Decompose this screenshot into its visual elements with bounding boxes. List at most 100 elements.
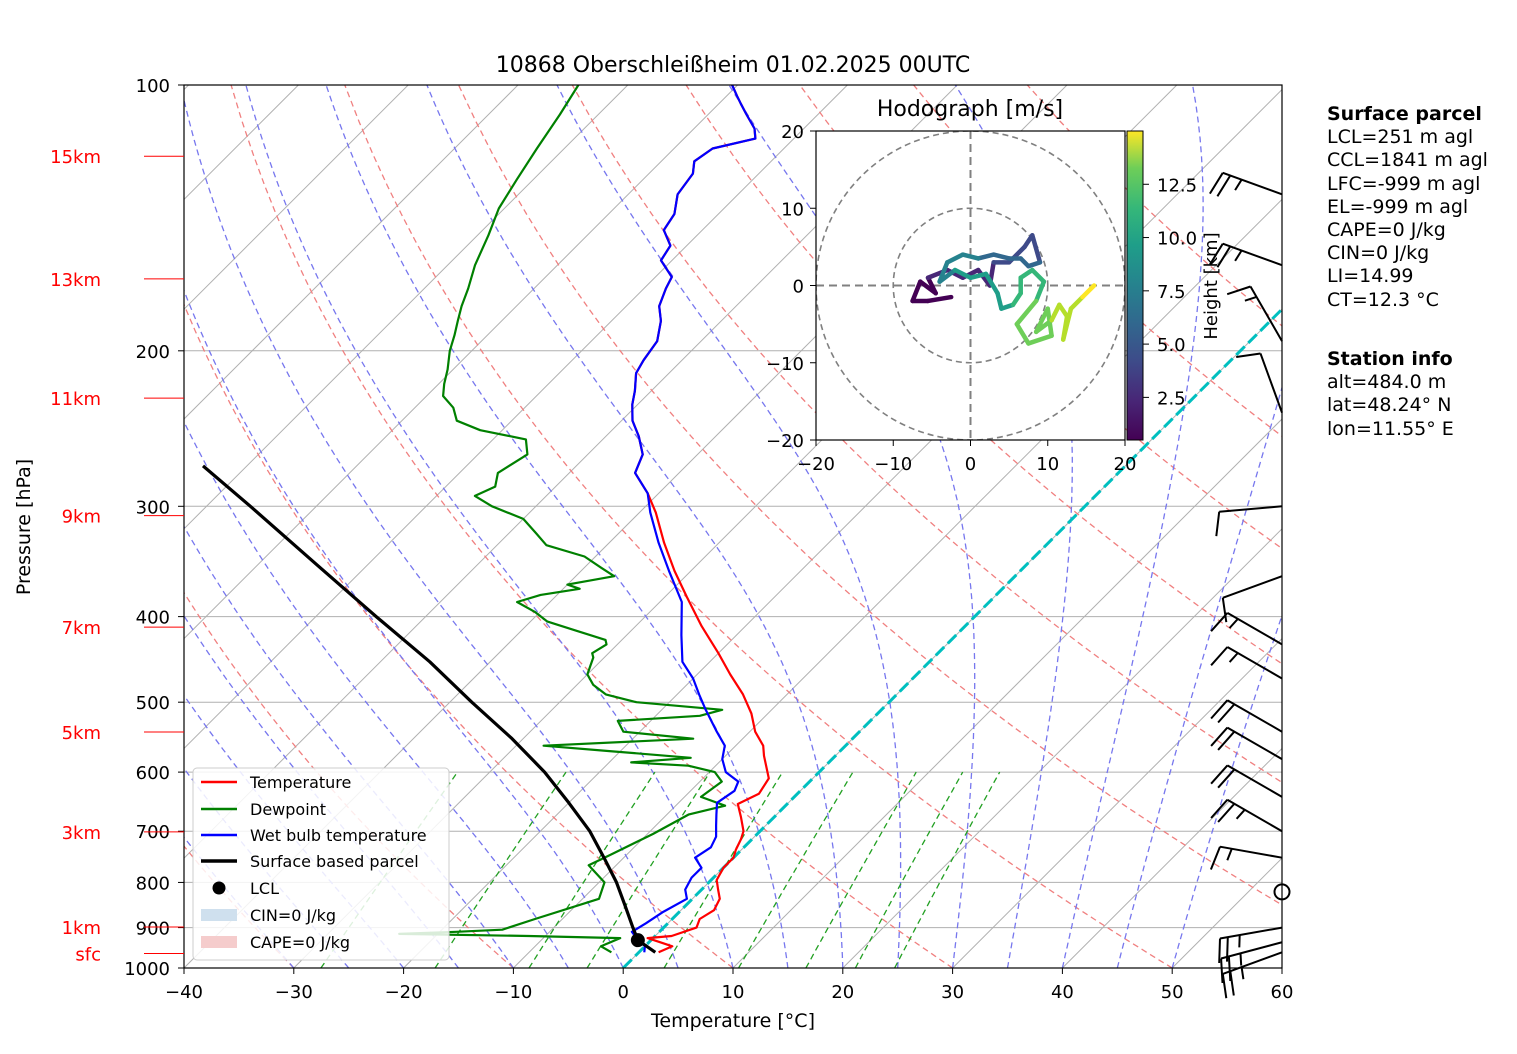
hodograph-x-tick-label: −10 <box>874 454 912 475</box>
moist-adiabat-line <box>1116 385 1282 968</box>
surface-parcel-panel: Surface parcel LCL=251 m agl CCL=1841 m … <box>1327 103 1488 312</box>
legend-swatch-cape <box>201 936 237 948</box>
hodograph-x-tick-label: 20 <box>1114 454 1137 475</box>
legend-label-dewpoint: Dewpoint <box>250 800 326 819</box>
y-tick-label: 200 <box>136 342 170 363</box>
colorbar <box>1126 130 1144 441</box>
hodograph-segment <box>968 271 989 281</box>
hodograph-segment <box>1060 306 1074 342</box>
dry-adiabat-line <box>230 85 953 968</box>
hodograph-segment <box>991 252 1012 261</box>
hodograph-segment <box>983 271 1000 296</box>
moist-adiabat-line <box>325 85 789 968</box>
wetbulb-profile <box>630 85 757 953</box>
x-tick-label: 40 <box>1051 982 1074 1003</box>
hodograph-segment <box>937 267 958 284</box>
hodograph-segment <box>1014 298 1039 327</box>
hodograph-y-tick-label: 10 <box>781 199 804 220</box>
x-tick-label: −30 <box>275 982 313 1003</box>
isotherm-line <box>184 85 848 750</box>
x-tick-label: 50 <box>1161 982 1184 1003</box>
isotherm-line <box>1062 747 1282 968</box>
wind-barb <box>1210 798 1283 833</box>
colorbar-label: Height [km] <box>1201 232 1222 339</box>
legend-swatch-cin <box>201 909 237 921</box>
hodograph-segment <box>1033 318 1054 335</box>
hodograph-segment <box>945 252 966 265</box>
colorbar-tick-label: 7.5 <box>1157 282 1186 303</box>
wind-barb <box>1226 285 1283 342</box>
x-tick-label: −20 <box>385 982 423 1003</box>
moist-adiabat-line <box>184 420 569 968</box>
y-axis: 100 200 300 400 500 600 700 800 900 1000 <box>124 76 184 980</box>
surface-parcel-header: Surface parcel <box>1327 103 1482 125</box>
height-label: 1km <box>62 918 101 939</box>
hodograph-y-tick-label: −20 <box>766 431 804 452</box>
info-ct: CT=12.3 °C <box>1327 288 1439 311</box>
wind-barb-calm <box>1273 883 1291 901</box>
moist-adiabat-line <box>184 288 624 968</box>
moist-adiabat-line <box>954 85 1073 968</box>
y-tick-label: 100 <box>136 76 170 97</box>
hodograph-segment <box>975 252 996 261</box>
isotherm-line <box>842 528 1282 968</box>
dry-adiabat-line <box>344 85 1173 968</box>
mixing-ratio-line <box>434 771 567 968</box>
mixing-ratio-line <box>854 771 964 968</box>
info-li: LI=14.99 <box>1327 265 1414 288</box>
legend-label-parcel: Surface based parcel <box>250 852 419 871</box>
hodograph-segment <box>1080 283 1097 300</box>
moist-adiabat-line <box>184 525 514 968</box>
hodograph-segment <box>960 252 981 261</box>
y-tick-label: 600 <box>136 763 170 784</box>
legend-marker-lcl <box>212 881 226 895</box>
x-tick-label: 10 <box>722 982 745 1003</box>
wind-barb <box>1220 941 1283 984</box>
x-tick-label: −10 <box>494 982 532 1003</box>
height-label: 3km <box>62 823 101 844</box>
station-info-header: Station info <box>1327 348 1453 370</box>
info-cape: CAPE=0 J/kg <box>1327 219 1446 242</box>
y-tick-label: 700 <box>136 822 170 843</box>
hodograph-segment <box>1014 321 1031 346</box>
wind-barb <box>1210 646 1283 680</box>
hodograph-title: Hodograph [m/s] <box>877 97 1063 122</box>
y-axis-label: Pressure [hPa] <box>13 459 35 595</box>
moist-adiabat-line <box>1171 613 1282 968</box>
height-label: 11km <box>50 389 101 410</box>
hodograph-inset: Hodograph [m/s] −20−20 −10 −10 0 0 10 10 20 20 2… <box>766 97 1222 475</box>
legend-label-cin: CIN=0 J/kg <box>250 906 336 925</box>
moist-adiabat-line <box>728 85 976 968</box>
isotherm-line <box>184 85 629 530</box>
isotherm-line <box>184 85 519 420</box>
colorbar-tick-label: 12.5 <box>1157 175 1197 196</box>
colorbar-tick-label: 5.0 <box>1157 335 1186 356</box>
wind-barb <box>1209 845 1283 870</box>
lcl-marker <box>630 933 645 948</box>
hodograph-segment <box>1033 279 1047 304</box>
hodograph-segment <box>1026 333 1054 346</box>
hodograph-axes: −20−20 −10 −10 0 0 10 10 20 20 <box>766 122 1136 475</box>
colorbar-tick-label: 2.5 <box>1157 388 1186 409</box>
wind-barb <box>1210 726 1283 760</box>
hodograph-segment <box>1068 294 1085 311</box>
height-label: 13km <box>50 270 101 291</box>
info-lfc: LFC=-999 m agl <box>1327 172 1481 195</box>
colorbar-ticks: 2.5 5.0 7.5 10.0 12.5 <box>1143 175 1197 409</box>
info-lon: lon=11.55° E <box>1327 417 1454 440</box>
mixing-ratio-line <box>805 771 917 968</box>
isotherm-line <box>184 85 409 310</box>
wind-barb <box>1209 171 1283 197</box>
info-el: EL=-999 m agl <box>1327 195 1469 218</box>
hodograph-ring <box>892 207 1049 364</box>
wind-barb <box>1215 505 1283 537</box>
moist-adiabat-line <box>1061 85 1204 968</box>
moist-adiabat-line <box>245 85 734 968</box>
height-label: 9km <box>62 507 101 528</box>
hodograph-segment <box>1018 267 1035 281</box>
x-axis: −40 −30 −20 −10 0 10 20 30 40 50 60 <box>165 968 1293 1003</box>
legend-label-wetbulb: Wet bulb temperature <box>250 826 427 845</box>
info-lcl: LCL=251 m agl <box>1327 126 1474 149</box>
hodograph-segment <box>925 275 938 296</box>
